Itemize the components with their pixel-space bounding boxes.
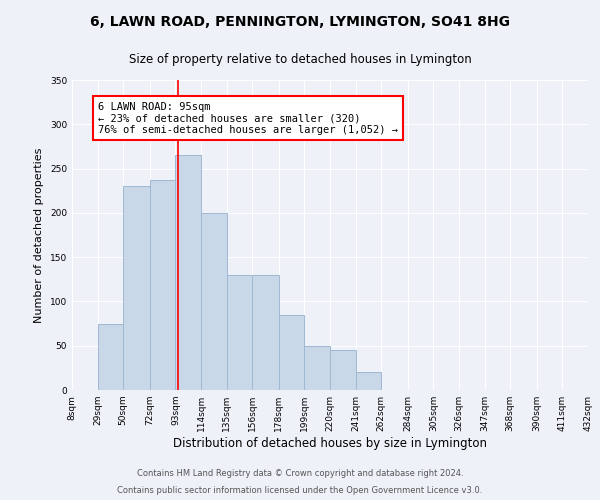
Bar (175, 156, 201, 390)
Text: Contains HM Land Registry data © Crown copyright and database right 2024.: Contains HM Land Registry data © Crown c… (137, 468, 463, 477)
Bar (227, 275, 252, 390)
Bar (150, 180, 175, 390)
Text: Size of property relative to detached houses in Lymington: Size of property relative to detached ho… (128, 52, 472, 66)
Bar (356, 372, 381, 390)
Bar (279, 314, 304, 390)
Bar (201, 213, 227, 390)
Bar (123, 186, 150, 390)
Bar (330, 350, 356, 390)
Bar (304, 346, 330, 390)
Text: Contains public sector information licensed under the Open Government Licence v3: Contains public sector information licen… (118, 486, 482, 495)
Text: 6, LAWN ROAD, PENNINGTON, LYMINGTON, SO41 8HG: 6, LAWN ROAD, PENNINGTON, LYMINGTON, SO4… (90, 15, 510, 29)
Bar (98, 324, 123, 390)
X-axis label: Distribution of detached houses by size in Lymington: Distribution of detached houses by size … (173, 437, 487, 450)
Bar (252, 275, 279, 390)
Y-axis label: Number of detached properties: Number of detached properties (34, 148, 44, 322)
Text: 6 LAWN ROAD: 95sqm
← 23% of detached houses are smaller (320)
76% of semi-detach: 6 LAWN ROAD: 95sqm ← 23% of detached hou… (98, 102, 398, 135)
